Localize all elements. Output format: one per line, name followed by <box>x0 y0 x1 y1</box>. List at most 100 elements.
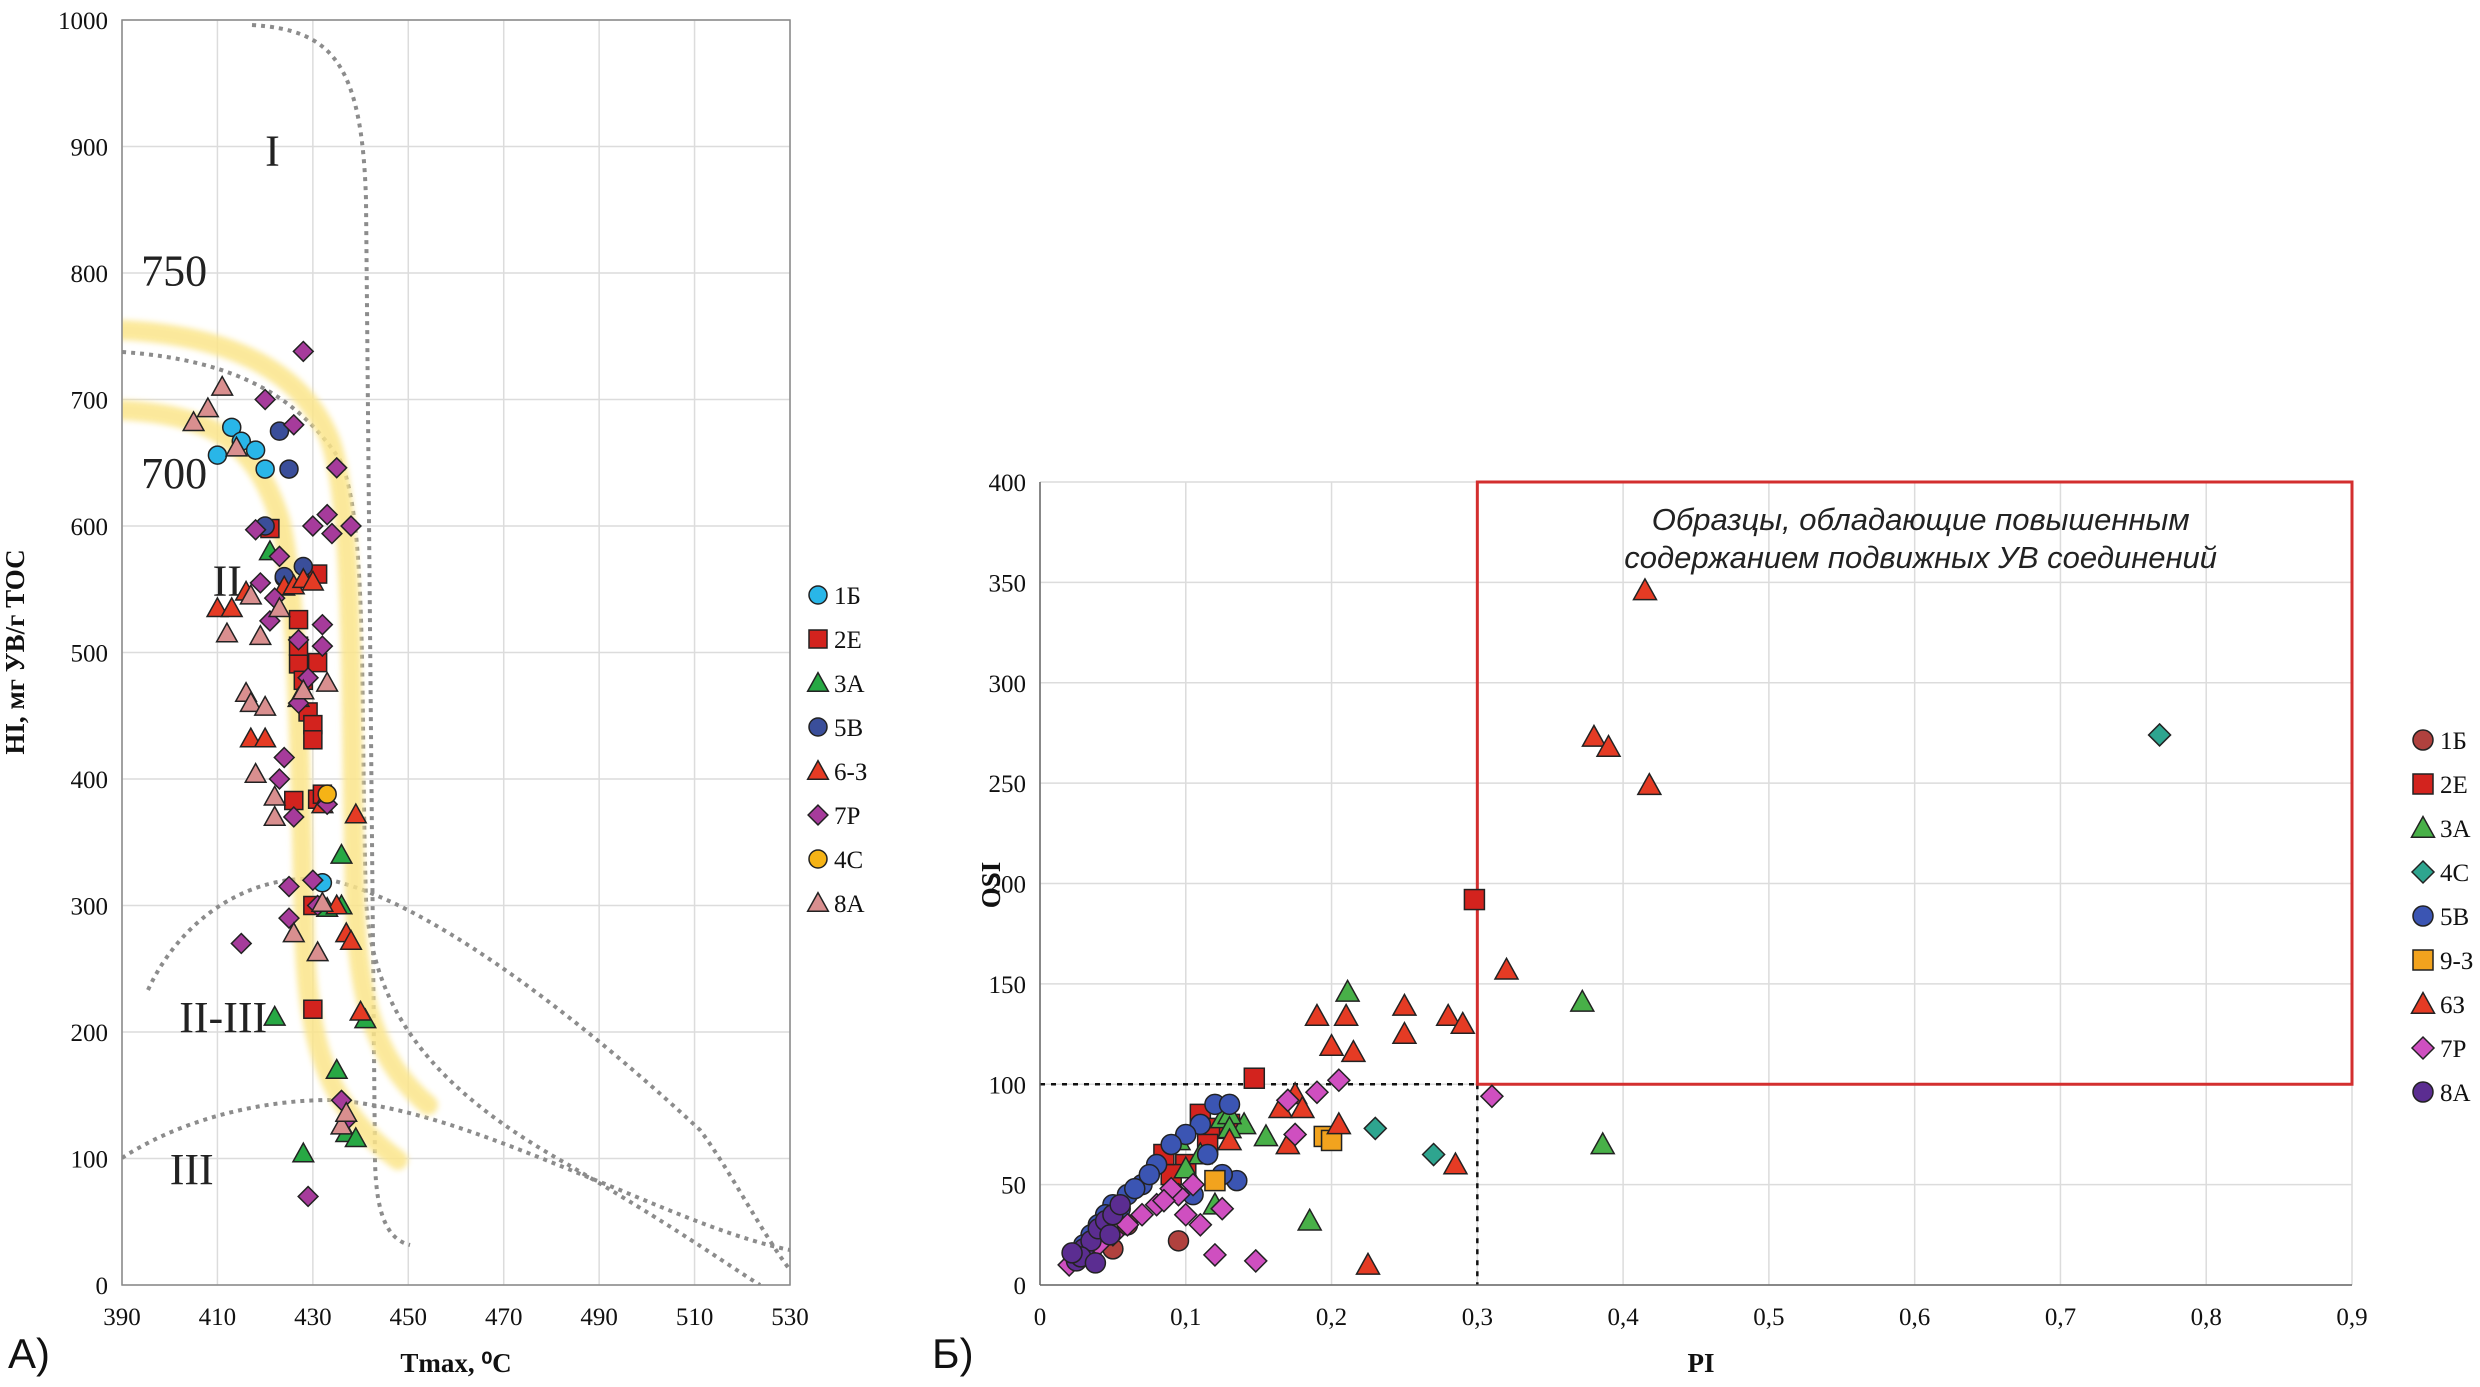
chart-b-grid <box>1039 481 2353 1286</box>
chart-a-y-tick-label: 500 <box>71 641 109 668</box>
chart-a-point <box>196 396 220 418</box>
chart-a-point <box>344 802 368 824</box>
chart-b-point <box>1289 1095 1316 1119</box>
chart-b-point <box>1138 1163 1161 1186</box>
chart-b-y-tick-label: 50 <box>1001 1173 1026 1200</box>
chart-b-point <box>1340 1039 1367 1063</box>
chart-a-x-axis-title: Tmax, ⁰С <box>400 1348 511 1378</box>
type-boundary-curve-4 <box>122 1097 790 1252</box>
chart-b-x-tick-label: 0,8 <box>2191 1304 2222 1331</box>
chart-a-point <box>282 921 306 943</box>
chart-b-point <box>1243 1248 1268 1273</box>
chart-b-point <box>1109 1193 1131 1216</box>
chart-b-legend-label: 9-З <box>2440 948 2473 975</box>
chart-a-legend: 1Б 2Е 3А 5В 6-З 7Р 4С 8А <box>806 583 867 918</box>
chart-a-y-tick-label: 100 <box>71 1147 109 1174</box>
chart-a-point <box>316 503 339 526</box>
chart-a-point <box>288 609 309 630</box>
chart-a-point <box>268 545 291 568</box>
chart-a-point <box>292 340 315 363</box>
chart-b-legend-marker <box>2412 1081 2434 1103</box>
chart-a-point <box>230 932 253 955</box>
chart-b-point <box>1595 733 1622 757</box>
chart-b-y-tick-label: 0 <box>1014 1273 1027 1300</box>
chart-b-legend: 1Б 2Е 3А 4С 5В 9-З 6З 7Р 8А <box>2410 728 2473 1107</box>
chart-a-x-tick-label: 470 <box>485 1304 523 1331</box>
chart-b-point <box>1283 1122 1308 1147</box>
chart-a-y-axis-title: HI, мг УВ/г ТОС <box>0 549 30 754</box>
chart-b-point <box>1632 577 1658 601</box>
chart-a-point <box>243 762 268 783</box>
chart-a-point <box>268 768 291 790</box>
chart-a-point <box>303 999 323 1019</box>
chart-a-y-tick-label: 700 <box>71 388 109 415</box>
chart-b-point <box>2147 722 2172 748</box>
chart-a-legend-label: 6-З <box>834 759 867 786</box>
chart-a-zone-label: 700 <box>141 449 207 498</box>
chart-b-points <box>1057 577 2172 1277</box>
chart-b-point <box>1061 1242 1083 1264</box>
chart-b-legend-label: 7Р <box>2440 1036 2466 1063</box>
chart-b-x-tick-label: 0,7 <box>2045 1304 2076 1331</box>
chart-b-point <box>1124 1177 1146 1200</box>
chart-a-point <box>334 1101 358 1122</box>
chart-b-panel-label: Б) <box>932 1330 974 1377</box>
chart-a-point <box>348 999 373 1021</box>
chart-a-point <box>263 784 287 806</box>
chart-b-y-tick-label: 250 <box>989 771 1027 798</box>
chart-a-point <box>263 1004 287 1026</box>
chart-b-point <box>1304 1080 1330 1105</box>
chart-b-point <box>1636 772 1663 796</box>
chart-a-y-tick-label: 200 <box>71 1020 109 1047</box>
chart-b-y-tick-label: 200 <box>989 872 1027 899</box>
chart-b-point <box>1175 1123 1197 1146</box>
chart-a-point <box>239 691 263 713</box>
hi-750-band <box>122 320 438 1115</box>
chart-a-point <box>215 621 239 643</box>
chart-a-point <box>344 1126 368 1148</box>
chart-a-y-tick-label: 400 <box>71 767 109 794</box>
chart-b-annotation-line-2: содержанием подвижных УВ соединений <box>1624 540 2217 575</box>
chart-a-point <box>249 571 272 594</box>
chart-b-ticks: 0 0,1 0,2 0,3 0,4 0,5 0,6 0,7 0,8 0,9 0 50 100 150 200… <box>989 470 2368 1331</box>
chart-b-point <box>1589 1131 1616 1155</box>
chart-a-point <box>301 869 324 892</box>
chart-b-legend-marker <box>2410 859 2436 885</box>
chart-a-legend-marker <box>808 629 828 649</box>
chart-b-point <box>1129 1202 1155 1227</box>
chart-a-legend-marker <box>806 759 830 781</box>
chart-a-legend-label: 8А <box>834 891 865 918</box>
chart-a-point <box>310 891 335 912</box>
chart-b-y-axis-title: OSI <box>976 862 1006 909</box>
chart-a-point <box>245 440 266 460</box>
chart-b-point <box>1189 1113 1212 1136</box>
chart-a-y-tick-label: 1000 <box>58 8 108 35</box>
chart-b-point <box>1363 1116 1388 1141</box>
chart-b-legend-marker <box>2412 949 2434 971</box>
chart-a-grid <box>121 19 791 1286</box>
chart-a-x-tick-label: 410 <box>199 1304 237 1331</box>
chart-b-x-tick-label: 0,2 <box>1316 1304 1347 1331</box>
chart-b-point <box>1442 1151 1469 1175</box>
chart-b-legend-marker <box>2412 773 2434 795</box>
chart-b-point <box>1181 1172 1206 1197</box>
chart-a-point <box>278 875 300 898</box>
chart-b-x-tick-label: 0 <box>1034 1304 1047 1331</box>
chart-b-y-tick-label: 400 <box>989 470 1027 497</box>
chart-a-point <box>325 456 348 479</box>
chart-a-point <box>221 417 242 438</box>
chart-a-point <box>269 421 290 441</box>
chart-b-highlight-box <box>1475 480 2354 1086</box>
chart-a-point <box>267 596 292 618</box>
type-boundary-curve-2 <box>122 350 762 1285</box>
chart-a-point <box>340 515 362 537</box>
chart-a-point <box>282 413 305 436</box>
chart-a-legend-marker <box>808 849 828 869</box>
chart-a-point <box>325 1058 349 1079</box>
chart-b-x-tick-label: 0,1 <box>1170 1304 1201 1331</box>
chart-b-highlight-rect <box>1475 480 2354 1086</box>
chart-a-x-tick-label: 510 <box>676 1304 714 1331</box>
chart-a-point <box>301 569 325 591</box>
chart-b-legend-label: 3А <box>2440 816 2471 843</box>
